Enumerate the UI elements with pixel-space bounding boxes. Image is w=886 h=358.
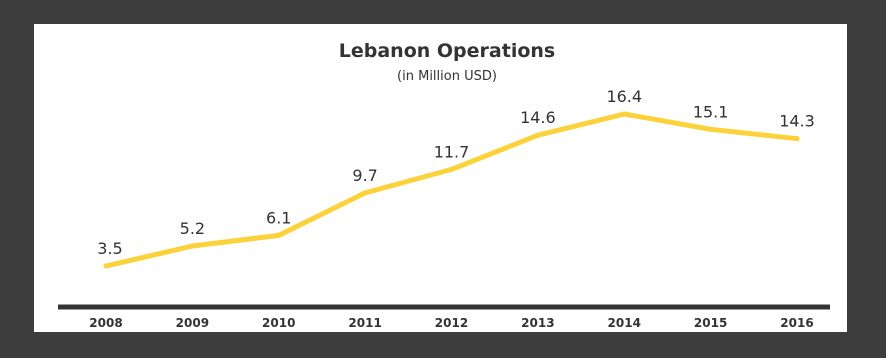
data-point-2014 [621,111,627,117]
chart-svg: Lebanon Operations (in Million USD) 3.5 5… [58,40,830,330]
data-label-2011: 9.7 [352,166,377,185]
data-point-2011 [362,190,368,196]
data-label-2014: 16.4 [606,87,642,106]
data-point-2016 [794,136,800,142]
x-tick-label-2010: 2010 [262,316,295,330]
data-label-2015: 15.1 [693,102,729,121]
x-tick-label-2011: 2011 [348,316,381,330]
series-line-group [103,111,800,269]
x-tick-label-2009: 2009 [176,316,209,330]
x-tick-label-2016: 2016 [780,316,813,330]
chart-title: Lebanon Operations [339,40,555,62]
data-label-group: 3.5 5.2 6.1 9.7 11.7 14.6 16.4 15.1 14.3 [97,87,815,258]
x-tick-label-2012: 2012 [435,316,468,330]
data-point-2009 [189,243,195,249]
x-tick-label-2014: 2014 [608,316,641,330]
x-tick-label-2015: 2015 [694,316,727,330]
data-point-2010 [276,232,282,238]
data-point-2013 [535,132,541,138]
x-tick-label-group: 2008 2009 2010 2011 2012 2013 2014 2015 2016 [89,316,813,330]
data-point-2008 [103,263,109,269]
data-point-2012 [449,166,454,172]
data-label-2016: 14.3 [779,112,815,131]
chart-panel: Lebanon Operations (in Million USD) 3.5 5… [34,24,847,332]
data-label-2008: 3.5 [97,239,122,258]
x-tick-label-2008: 2008 [89,316,122,330]
data-label-2009: 5.2 [180,219,205,238]
data-label-2013: 14.6 [520,108,556,127]
data-label-2012: 11.7 [434,142,470,161]
x-tick-label-2013: 2013 [521,316,554,330]
series-line [103,111,800,269]
data-point-2015 [708,126,714,132]
data-label-2010: 6.1 [266,208,291,227]
chart-subtitle: (in Million USD) [397,69,497,84]
